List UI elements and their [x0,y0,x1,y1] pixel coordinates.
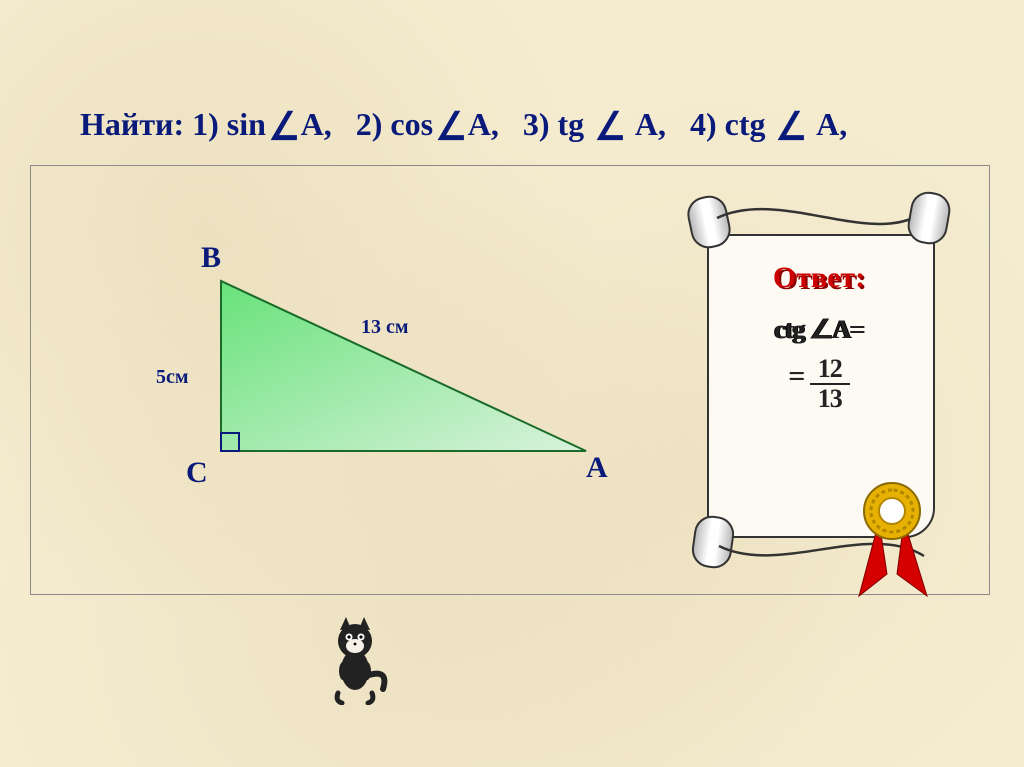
fraction-denominator: 13 [810,385,850,414]
angle-icon: ∠ [436,104,468,150]
answer-function-text: ctg ∠A= [774,315,864,344]
answer-scroll: Ответ: ctg ∠A= = 12 13 [689,196,949,566]
award-ribbon-icon [849,466,939,606]
q-part-4: 4) ctg ∠ A, [690,106,847,142]
angle-icon: ∠ [269,104,301,150]
vertex-C: C [186,456,208,490]
cat-character-icon [320,615,390,705]
vertex-B: B [201,241,221,275]
answer-title: Ответ: [689,261,949,295]
triangle-shape [221,281,586,451]
content-frame: B C A 5см 13 см Ответ: ctg ∠A= = 12 1 [30,165,990,595]
question-line: Найти: 1) sin∠A, 2) cos∠A, 3) tg ∠ A, 4)… [80,105,984,143]
angle-icon: ∠ [595,104,627,150]
triangle-svg [141,251,641,501]
answer-fraction: 12 13 [810,355,850,414]
vertex-A: A [586,451,608,485]
fraction-numerator: 12 [810,355,850,386]
edge-AB-label: 13 см [361,316,409,339]
answer-expression: ctg ∠A= = 12 13 [689,316,949,414]
question-lead: Найти: [80,106,184,142]
angle-icon: ∠ [776,104,808,150]
edge-BC-label: 5см [156,366,189,389]
scroll-top [689,196,949,246]
q-part-2: 2) cos∠A, [356,106,507,142]
triangle-diagram: B C A 5см 13 см [141,251,641,551]
q-part-1: 1) sin∠A, [192,106,340,142]
q-part-3: 3) tg ∠ A, [523,106,674,142]
